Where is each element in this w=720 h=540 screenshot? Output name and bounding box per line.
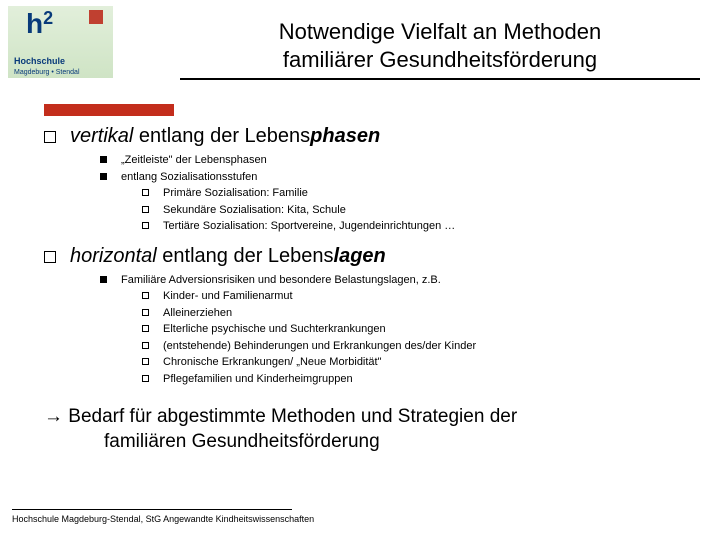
checkbox-icon bbox=[44, 251, 56, 263]
square-bullet-icon bbox=[100, 276, 107, 283]
sub-sub-bullet: Kinder- und Familienarmut bbox=[142, 288, 700, 305]
bullet-vertikal-text: vertikal entlang der Lebensphasen bbox=[70, 125, 380, 148]
slide-title: Notwendige Vielfalt an Methoden familiär… bbox=[180, 18, 700, 73]
sub-bullet-text: „Zeitleiste" der Lebensphasen bbox=[121, 152, 267, 169]
logo: h2 Hochschule Magdeburg • Stendal bbox=[8, 6, 113, 78]
sub-bullet-text: Familiäre Adversionsrisiken und besonder… bbox=[121, 272, 441, 289]
sub-sub-text: Alleinerziehen bbox=[163, 305, 232, 322]
open-square-icon bbox=[142, 222, 149, 229]
sub-sub-text: Sekundäre Sozialisation: Kita, Schule bbox=[163, 202, 346, 219]
conclusion-line-2: familiären Gesundheitsförderung bbox=[44, 430, 700, 455]
sub-bullet: „Zeitleiste" der Lebensphasen bbox=[100, 152, 700, 169]
sub-sub-text: Primäre Sozialisation: Familie bbox=[163, 185, 308, 202]
sub-sub-text: Pflegefamilien und Kinderheimgruppen bbox=[163, 371, 353, 388]
sub-bullet-text: entlang Sozialisationsstufen bbox=[121, 169, 257, 186]
open-square-icon bbox=[142, 309, 149, 316]
bullet-horizontal: horizontal entlang der Lebenslagen bbox=[44, 245, 700, 268]
sub-sub-text: Chronische Erkrankungen/ „Neue Morbiditä… bbox=[163, 354, 382, 371]
sub-sub-text: (entstehende) Behinderungen und Erkranku… bbox=[163, 338, 476, 355]
square-bullet-icon bbox=[100, 173, 107, 180]
logo-name: Hochschule bbox=[14, 56, 65, 66]
sub-sub-text: Elterliche psychische und Suchterkrankun… bbox=[163, 321, 386, 338]
conclusion: → Bedarf für abgestimmte Methoden und St… bbox=[44, 405, 700, 454]
slide-content: vertikal entlang der Lebensphasen „Zeitl… bbox=[44, 125, 700, 454]
sub-sub-text: Kinder- und Familienarmut bbox=[163, 288, 293, 305]
title-line-2: familiärer Gesundheitsförderung bbox=[283, 47, 597, 72]
accent-bar bbox=[44, 104, 174, 116]
open-square-icon bbox=[142, 189, 149, 196]
footer-text: Hochschule Magdeburg-Stendal, StG Angewa… bbox=[12, 514, 314, 524]
bullet-vertikal: vertikal entlang der Lebensphasen bbox=[44, 125, 700, 148]
open-square-icon bbox=[142, 325, 149, 332]
sub-bullet: Familiäre Adversionsrisiken und besonder… bbox=[100, 272, 700, 289]
sub-sub-text: Tertiäre Sozialisation: Sportvereine, Ju… bbox=[163, 218, 455, 235]
sub-sub-bullet: Primäre Sozialisation: Familie bbox=[142, 185, 700, 202]
sub-sub-bullet: Tertiäre Sozialisation: Sportvereine, Ju… bbox=[142, 218, 700, 235]
open-square-icon bbox=[142, 206, 149, 213]
conclusion-line-1: → Bedarf für abgestimmte Methoden und St… bbox=[44, 406, 517, 427]
open-square-icon bbox=[142, 342, 149, 349]
open-square-icon bbox=[142, 292, 149, 299]
footer-divider bbox=[12, 509, 292, 510]
open-square-icon bbox=[142, 358, 149, 365]
sub-sub-bullet: Elterliche psychische und Suchterkrankun… bbox=[142, 321, 700, 338]
open-square-icon bbox=[142, 375, 149, 382]
square-bullet-icon bbox=[100, 156, 107, 163]
bullet-horizontal-text: horizontal entlang der Lebenslagen bbox=[70, 245, 386, 268]
sub-sub-bullet: Alleinerziehen bbox=[142, 305, 700, 322]
sub-sub-bullet: Pflegefamilien und Kinderheimgruppen bbox=[142, 371, 700, 388]
title-line-1: Notwendige Vielfalt an Methoden bbox=[279, 19, 601, 44]
logo-subtitle: Magdeburg • Stendal bbox=[14, 69, 80, 76]
logo-mark: h2 bbox=[26, 8, 53, 40]
sub-bullet: entlang Sozialisationsstufen bbox=[100, 169, 700, 186]
title-underline bbox=[180, 78, 700, 80]
logo-accent bbox=[89, 10, 103, 24]
sub-sub-bullet: Chronische Erkrankungen/ „Neue Morbiditä… bbox=[142, 354, 700, 371]
sub-sub-bullet: (entstehende) Behinderungen und Erkranku… bbox=[142, 338, 700, 355]
sub-sub-bullet: Sekundäre Sozialisation: Kita, Schule bbox=[142, 202, 700, 219]
checkbox-icon bbox=[44, 131, 56, 143]
